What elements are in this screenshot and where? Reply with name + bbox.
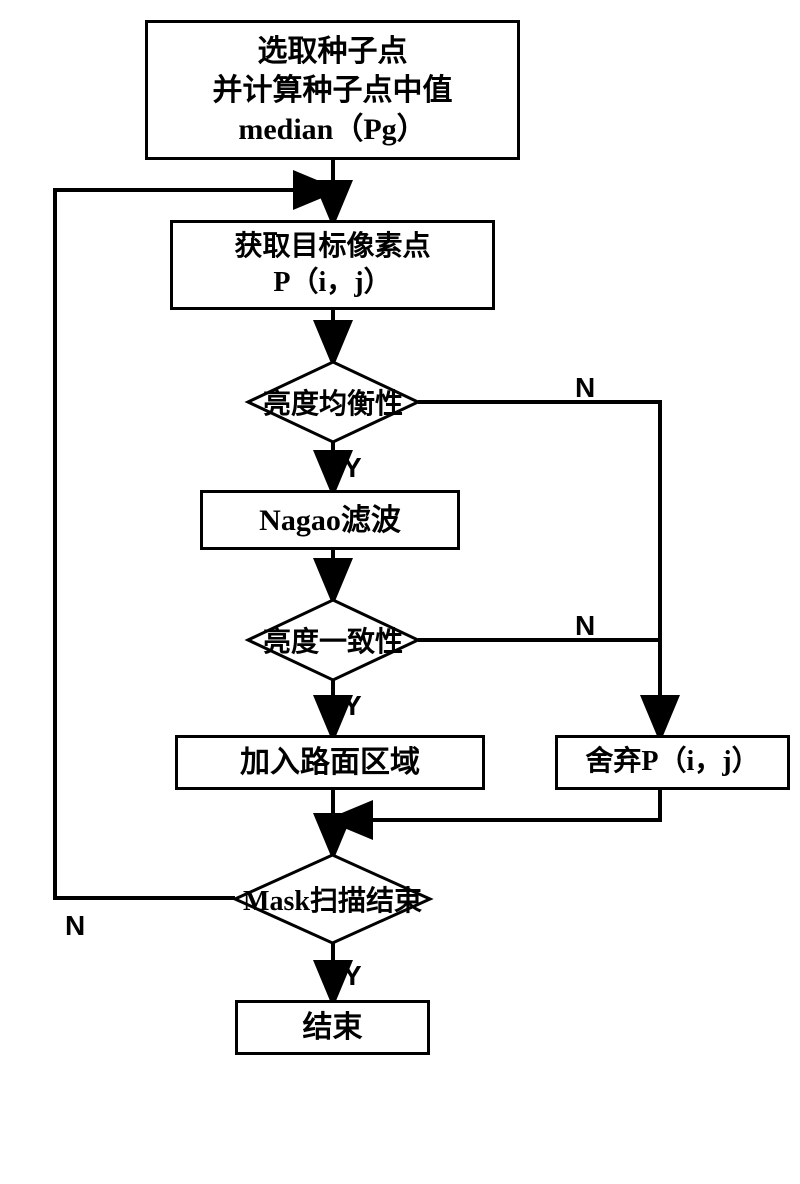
- edge-e7back: [333, 790, 660, 820]
- flow-decision-n5: 亮度一致性: [248, 600, 418, 680]
- node-text: 选取种子点并计算种子点中值median（Pg）: [213, 32, 453, 149]
- edge-label-e3: Y: [343, 452, 362, 484]
- edge-label-e5: Y: [343, 690, 362, 722]
- node-text: 结束: [303, 1008, 363, 1047]
- flow-node-n7: 舍弃P（i，j）: [555, 735, 790, 790]
- node-text: 获取目标像素点P（i，j）: [234, 229, 430, 302]
- flow-node-n2: 获取目标像素点P（i，j）: [170, 220, 495, 310]
- decision-text: 亮度一致性: [214, 600, 452, 680]
- flow-node-n6: 加入路面区域: [175, 735, 485, 790]
- flow-node-n1: 选取种子点并计算种子点中值median（Pg）: [145, 20, 520, 160]
- edge-label-e7: Y: [343, 960, 362, 992]
- edge-label-e3n: N: [575, 372, 595, 404]
- flow-decision-n8: Mask扫描结束: [235, 855, 430, 943]
- edge-label-e8n: N: [65, 910, 85, 942]
- flow-node-n9: 结束: [235, 1000, 430, 1055]
- edge-e3n: [418, 402, 660, 735]
- decision-text: 亮度均衡性: [214, 362, 452, 442]
- node-text: Nagao滤波: [259, 501, 401, 540]
- node-text: 加入路面区域: [240, 743, 420, 782]
- decision-text: Mask扫描结束: [196, 855, 469, 943]
- flow-decision-n3: 亮度均衡性: [248, 362, 418, 442]
- flow-node-n4: Nagao滤波: [200, 490, 460, 550]
- edge-label-e5n: N: [575, 610, 595, 642]
- node-text: 舍弃P（i，j）: [585, 744, 759, 780]
